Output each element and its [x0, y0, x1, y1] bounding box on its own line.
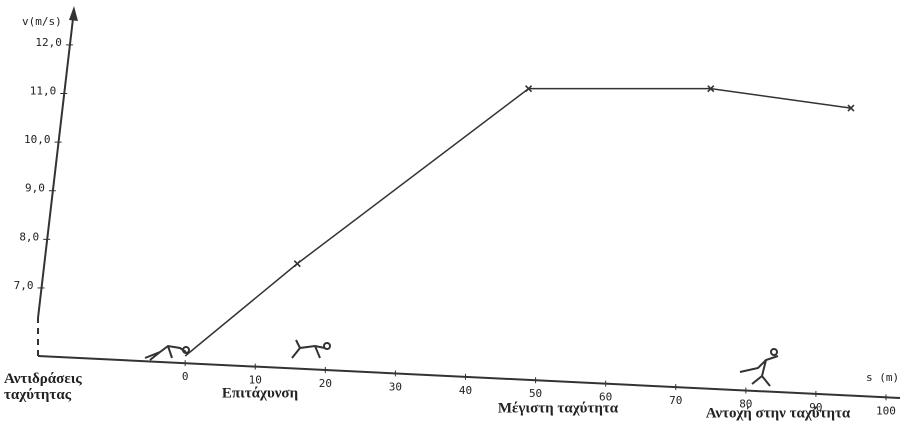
x-tick-label: 70: [669, 394, 682, 407]
x-axis-label: s (m): [866, 371, 899, 384]
annotation: Μέγιστη ταχύτητα: [498, 400, 619, 416]
y-axis: [38, 10, 74, 318]
annotation: Επιτάχυνση: [222, 385, 298, 401]
y-tick-label: 8,0: [19, 230, 39, 243]
x-tick-label: 100: [876, 404, 896, 417]
runner-figures: [145, 340, 778, 386]
x-tick-label: 30: [389, 380, 402, 393]
line: [185, 89, 851, 356]
x-tick-label: 0: [182, 370, 189, 383]
y-axis-arrow: [69, 6, 78, 21]
y-axis-label: v(m/s): [22, 15, 62, 28]
annotation: Αντοχή στην ταχύτητα: [706, 405, 851, 421]
y-tick-label: 11,0: [30, 85, 57, 98]
x-tick-label: 50: [529, 387, 542, 400]
y-tick-label: 7,0: [14, 279, 34, 292]
chart: v(m/s)s (m)7,08,09,010,011,012,001020304…: [0, 0, 907, 424]
y-tick-label: 12,0: [35, 36, 62, 49]
point-marker: [294, 261, 300, 267]
x-tick-label: 40: [459, 384, 472, 397]
x-tick-label: 20: [319, 377, 332, 390]
y-tick-label: 9,0: [25, 182, 45, 195]
y-tick-label: 10,0: [24, 133, 51, 146]
